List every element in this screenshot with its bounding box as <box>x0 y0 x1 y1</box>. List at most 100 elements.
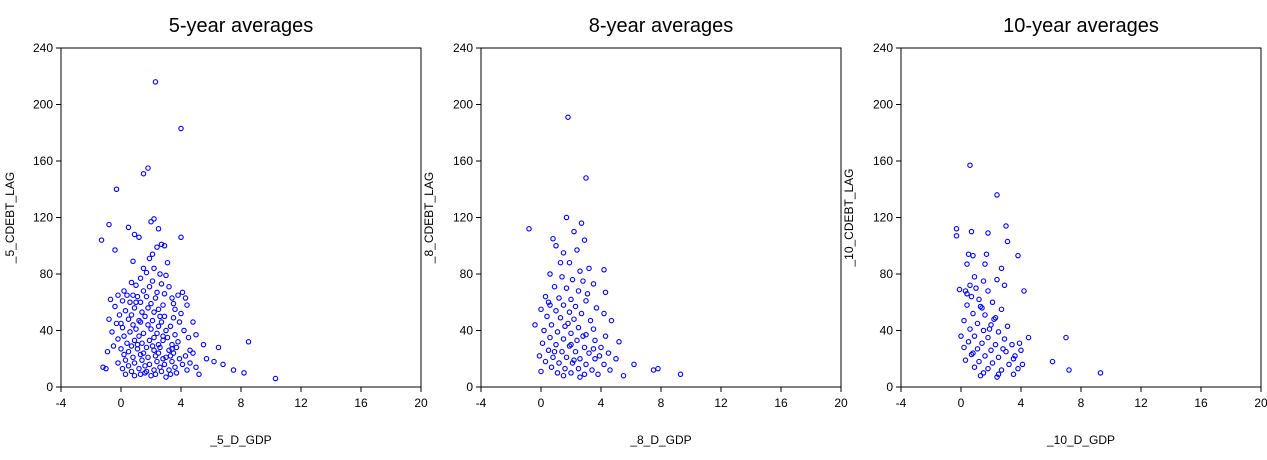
data-point <box>140 330 147 337</box>
data-point <box>1006 361 1012 368</box>
data-point <box>115 360 121 366</box>
data-point <box>128 279 135 286</box>
data-point <box>130 322 136 328</box>
data-point <box>584 291 591 297</box>
data-point <box>124 292 130 298</box>
data-point <box>161 313 168 320</box>
data-point <box>557 259 564 266</box>
data-point <box>562 323 568 330</box>
data-point <box>583 175 589 181</box>
y-tick-label: 160 <box>873 154 893 168</box>
data-point <box>104 348 111 355</box>
data-point <box>553 307 559 314</box>
y-tick-label: 0 <box>886 380 893 394</box>
data-point <box>170 300 177 307</box>
data-point <box>160 333 166 339</box>
data-point <box>583 298 589 304</box>
data-point <box>605 350 612 356</box>
data-point <box>998 367 1005 373</box>
data-point <box>148 326 154 332</box>
data-point <box>967 282 973 289</box>
data-point <box>131 372 138 379</box>
data-point <box>100 364 106 370</box>
data-point <box>1063 334 1069 341</box>
data-point <box>992 341 999 348</box>
data-point <box>155 226 162 232</box>
data-point <box>133 282 139 289</box>
x-tick-label: 0 <box>958 396 965 410</box>
data-point <box>1004 323 1011 330</box>
chart-title: 8-year averages <box>589 15 734 37</box>
data-point <box>163 272 169 279</box>
data-point <box>583 361 589 368</box>
data-point <box>112 247 118 253</box>
data-point <box>166 283 172 290</box>
data-point <box>152 353 159 359</box>
data-point <box>995 371 1002 378</box>
data-point <box>140 170 147 177</box>
data-point <box>175 292 181 298</box>
data-point <box>116 312 123 318</box>
data-point <box>557 315 564 321</box>
data-point <box>590 346 597 352</box>
data-point <box>128 343 135 349</box>
data-point <box>953 226 960 232</box>
data-point <box>155 323 162 330</box>
x-axis-label: _8_D_GDP <box>629 433 691 447</box>
data-point <box>193 364 199 370</box>
data-point <box>1097 370 1104 376</box>
data-point <box>200 341 207 348</box>
data-point <box>1018 347 1024 354</box>
data-point <box>1001 336 1008 342</box>
data-point <box>140 265 147 272</box>
y-axis-label: _10_CDEBT_LAG <box>842 168 856 267</box>
plot-frame <box>60 47 422 388</box>
x-tick-label: 20 <box>1254 396 1267 410</box>
x-tick-label: 16 <box>774 396 788 410</box>
data-point <box>583 331 589 338</box>
data-point <box>559 348 565 355</box>
data-point <box>157 313 163 320</box>
data-point <box>172 306 178 313</box>
data-point <box>961 317 967 324</box>
data-point <box>976 296 982 303</box>
data-point <box>155 350 162 356</box>
data-point <box>127 329 133 335</box>
data-point <box>143 293 150 300</box>
data-point <box>974 320 981 327</box>
data-point <box>125 316 132 322</box>
data-point <box>578 220 585 226</box>
data-point <box>989 360 996 366</box>
data-point <box>982 261 988 267</box>
x-tick-label: 20 <box>834 396 848 410</box>
data-point <box>131 305 138 311</box>
x-tick-label: 4 <box>598 396 605 410</box>
data-point <box>565 320 571 327</box>
data-point <box>163 374 169 380</box>
data-point <box>167 353 174 359</box>
data-point <box>590 326 597 332</box>
data-point <box>572 348 579 355</box>
x-tick-label: 8 <box>1078 396 1085 410</box>
data-point <box>154 289 160 296</box>
data-point <box>539 340 546 346</box>
y-tick-label: 120 <box>33 211 53 225</box>
data-point <box>620 372 627 379</box>
data-point <box>982 353 988 359</box>
data-point <box>574 247 580 253</box>
data-point <box>977 303 984 310</box>
data-point <box>176 355 183 362</box>
data-point <box>1012 353 1018 359</box>
x-tick-label: 12 <box>1134 396 1148 410</box>
data-point <box>548 364 555 370</box>
data-point <box>178 310 184 317</box>
data-point <box>241 370 247 376</box>
data-point <box>545 347 552 354</box>
data-point <box>551 283 558 290</box>
data-point <box>964 302 970 308</box>
data-point <box>142 370 148 376</box>
data-point <box>163 327 169 334</box>
data-point <box>563 354 570 361</box>
data-point <box>560 302 567 308</box>
data-point <box>677 371 684 378</box>
